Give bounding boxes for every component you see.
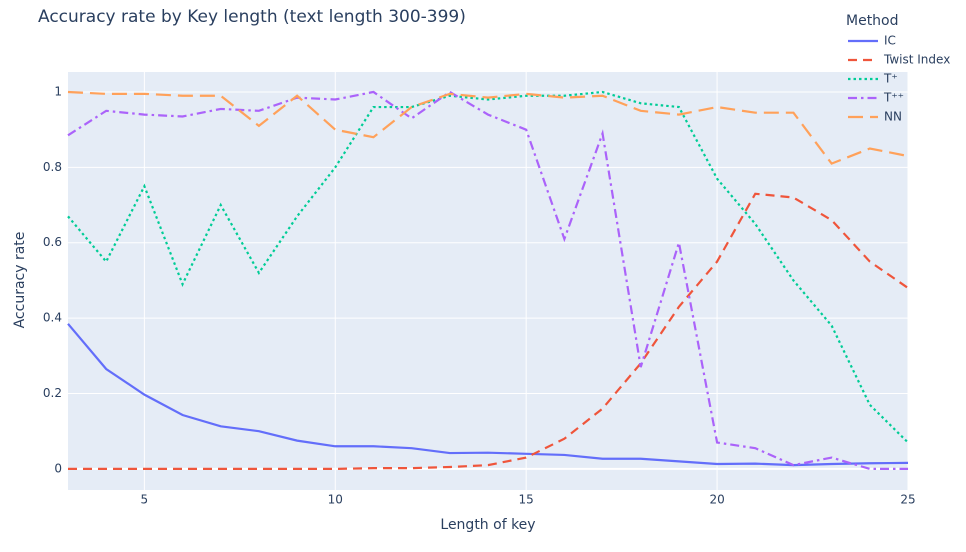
legend-label: NN (884, 110, 902, 124)
x-tick-label: 15 (519, 493, 534, 507)
y-tick-label: 0.6 (43, 235, 62, 249)
series-line (68, 192, 909, 470)
series-line (67, 90, 909, 165)
legend-label: T⁺ (883, 72, 898, 86)
x-tick-label: 25 (900, 493, 915, 507)
series-line (67, 90, 908, 470)
y-tick-label: 0 (54, 461, 62, 475)
series-line (67, 323, 909, 467)
legend-title: Method (846, 13, 899, 29)
legend-label: T⁺⁺ (883, 91, 904, 105)
x-axis-title: Length of key (440, 517, 535, 533)
chart-title: Accuracy rate by Key length (text length… (38, 7, 466, 27)
y-tick-label: 0.2 (43, 386, 62, 400)
y-tick-label: 0.8 (43, 160, 62, 174)
y-axis-title: Accuracy rate (12, 232, 28, 329)
legend-label: Twist Index (883, 53, 950, 67)
legend-label: IC (884, 34, 896, 48)
x-tick-label: 5 (141, 493, 149, 507)
plot-area (68, 72, 908, 490)
series-line (67, 90, 909, 444)
y-tick-label: 1 (54, 84, 62, 98)
y-tick-label: 0.4 (43, 311, 62, 325)
x-tick-label: 10 (328, 493, 343, 507)
x-tick-label: 20 (709, 493, 724, 507)
